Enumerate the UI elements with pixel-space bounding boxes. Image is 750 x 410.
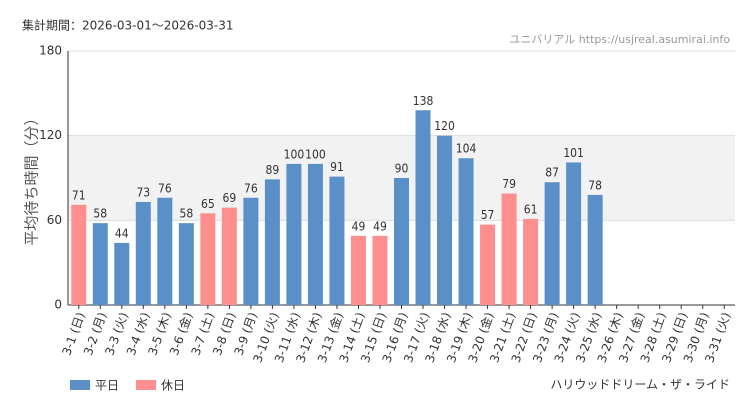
bar xyxy=(200,213,216,305)
bar xyxy=(92,223,108,305)
y-tick-label: 120 xyxy=(39,128,62,142)
bar xyxy=(544,182,560,305)
value-label: 120 xyxy=(434,119,455,133)
value-label: 76 xyxy=(158,181,172,195)
value-label: 78 xyxy=(588,178,602,192)
y-axis-label: 平均待ち時間（分） xyxy=(23,110,41,245)
y-tick-label: 60 xyxy=(47,213,62,227)
bar xyxy=(114,242,130,305)
bar xyxy=(286,163,302,305)
value-label: 57 xyxy=(481,208,495,222)
value-label: 91 xyxy=(330,160,344,174)
value-label: 61 xyxy=(524,202,538,216)
bar xyxy=(71,204,87,305)
bar xyxy=(458,158,474,305)
bar xyxy=(243,197,259,305)
value-label: 69 xyxy=(223,191,237,205)
bar xyxy=(523,218,539,305)
bar xyxy=(437,135,453,305)
value-label: 89 xyxy=(266,163,280,177)
value-label: 104 xyxy=(456,142,477,156)
bar xyxy=(157,197,173,305)
legend-swatch xyxy=(136,380,156,390)
legend-label: 平日 xyxy=(95,379,119,393)
bar xyxy=(372,235,388,305)
bar xyxy=(307,163,323,305)
value-label: 87 xyxy=(545,166,559,180)
value-label: 76 xyxy=(244,181,258,195)
bar xyxy=(329,176,345,305)
value-label: 90 xyxy=(395,162,409,176)
bar xyxy=(135,201,151,305)
y-tick-label: 180 xyxy=(39,44,62,58)
value-label: 100 xyxy=(305,147,326,161)
value-label: 138 xyxy=(413,94,434,108)
bar xyxy=(264,179,280,305)
bar xyxy=(350,235,366,305)
value-label: 73 xyxy=(136,185,150,199)
value-label: 79 xyxy=(502,177,516,191)
value-label: 58 xyxy=(93,207,107,221)
bar xyxy=(178,223,194,305)
source: ユニバリアル https://usjreal.asumirai.info xyxy=(509,33,730,46)
value-label: 71 xyxy=(72,188,86,202)
bar xyxy=(501,193,517,305)
bar xyxy=(221,207,237,305)
bar xyxy=(394,178,409,305)
value-label: 49 xyxy=(352,219,366,233)
bar xyxy=(480,224,496,305)
bar xyxy=(566,162,582,305)
legend-swatch xyxy=(70,380,90,390)
chart-title: ハリウッドドリーム・ザ・ライド xyxy=(550,378,730,392)
subtitle: 集計期間：2026-03-01～2026-03-31 xyxy=(22,18,233,33)
legend-label: 休日 xyxy=(161,379,185,393)
bar xyxy=(587,194,603,305)
bar xyxy=(415,110,431,306)
value-label: 44 xyxy=(115,226,129,240)
value-label: 49 xyxy=(373,219,387,233)
value-label: 100 xyxy=(284,147,305,161)
value-label: 65 xyxy=(201,197,215,211)
value-label: 101 xyxy=(563,146,584,160)
y-tick-label: 0 xyxy=(54,298,62,312)
value-label: 58 xyxy=(179,207,193,221)
